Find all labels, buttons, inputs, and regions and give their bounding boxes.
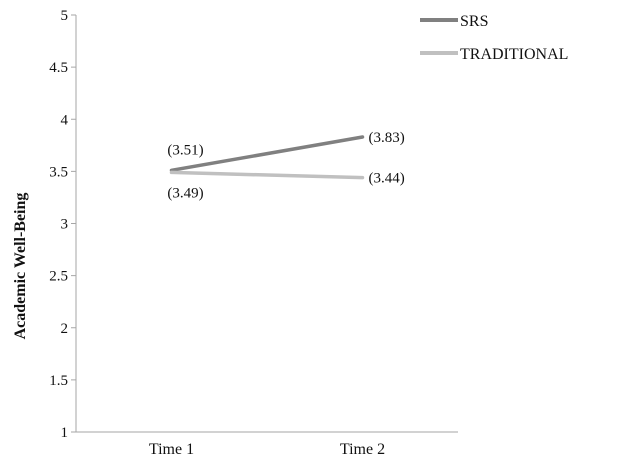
legend-label: TRADITIONAL bbox=[460, 46, 568, 63]
y-tick-label: 5 bbox=[61, 8, 69, 24]
series-lines bbox=[169, 135, 365, 180]
series-line-srs bbox=[169, 135, 365, 173]
data-label: (3.44) bbox=[369, 171, 405, 187]
y-tick-label: 3.5 bbox=[49, 164, 68, 180]
y-tick-label: 4.5 bbox=[49, 60, 68, 76]
y-tick-labels: 1 1.5 2 2.5 3 3.5 4 4.5 5 bbox=[49, 8, 68, 441]
data-labels: (3.51) (3.83) (3.49) (3.44) bbox=[167, 130, 404, 201]
y-tick-label: 3 bbox=[61, 217, 69, 233]
series-line-traditional bbox=[169, 170, 365, 180]
x-category-label: Time 1 bbox=[149, 441, 194, 458]
y-tick-label: 1.5 bbox=[49, 373, 68, 389]
data-label: (3.83) bbox=[369, 130, 405, 146]
legend-label: SRS bbox=[460, 13, 488, 30]
y-tick-label: 1 bbox=[61, 425, 69, 441]
y-tick-label: 2.5 bbox=[49, 269, 68, 285]
x-category-label: Time 2 bbox=[340, 441, 385, 458]
y-tick-label: 2 bbox=[61, 321, 69, 337]
axes bbox=[71, 14, 458, 433]
x-category-labels: Time 1 Time 2 bbox=[149, 441, 385, 458]
y-tick-label: 4 bbox=[61, 112, 69, 128]
legend: SRS TRADITIONAL bbox=[420, 13, 568, 63]
data-label: (3.49) bbox=[167, 185, 203, 201]
data-label: (3.51) bbox=[167, 142, 203, 158]
y-axis-title: Academic Well-Being bbox=[12, 193, 29, 340]
